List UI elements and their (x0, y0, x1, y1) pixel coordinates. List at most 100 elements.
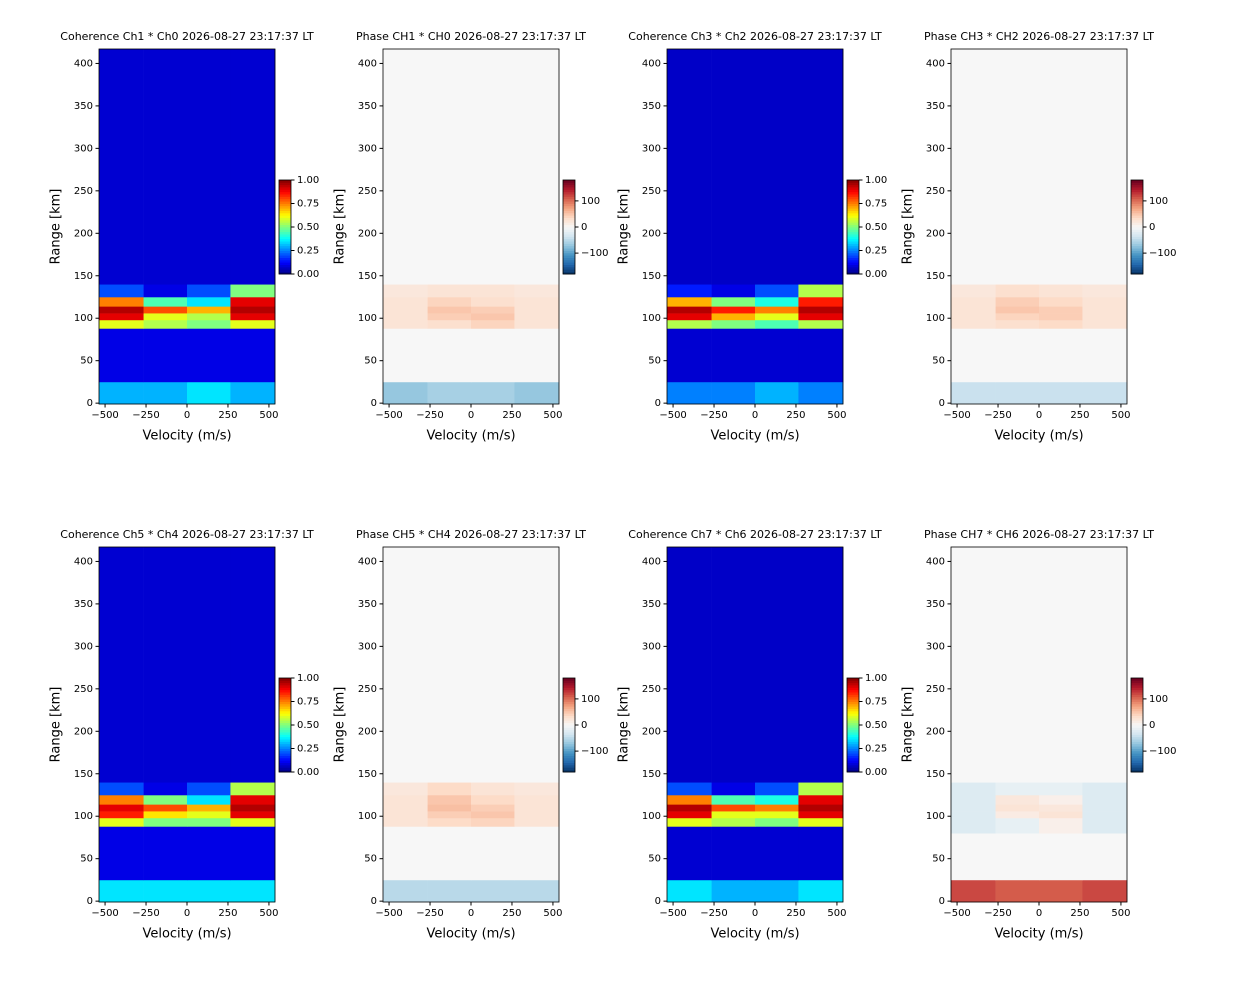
colorbar-swatch (847, 710, 859, 714)
colorbar-swatch (1131, 729, 1143, 733)
colorbar-swatch (847, 241, 859, 244)
colorbar-swatch (563, 757, 575, 761)
y-axis-label: Range [km] (617, 189, 632, 265)
colorbar-swatch (279, 764, 291, 768)
heatmap-cell (798, 794, 844, 805)
colorbar-swatch (563, 708, 575, 712)
y-tick-label: 50 (932, 854, 945, 865)
colorbar-swatch (563, 689, 575, 693)
colorbar-swatch (1131, 189, 1143, 193)
heatmap-cell (230, 811, 276, 819)
heatmap-cell (1039, 794, 1083, 805)
colorbar-swatch (847, 692, 859, 695)
x-axis-label: Velocity (m/s) (142, 927, 231, 942)
heatmap-cell (755, 804, 799, 812)
y-tick-label: 400 (642, 556, 661, 567)
heatmap-cell (230, 381, 276, 405)
colorbar-swatch (847, 748, 859, 752)
heatmap-cell (798, 313, 844, 321)
colorbar-swatch (1131, 720, 1143, 724)
y-tick-label: 300 (642, 641, 661, 652)
heatmap-cell (755, 381, 799, 405)
colorbar-swatch (847, 229, 859, 233)
y-tick-label: 400 (74, 58, 93, 69)
colorbar-swatch (1131, 678, 1143, 681)
heatmap-cell (471, 804, 515, 812)
heatmap-cell (427, 313, 472, 321)
colorbar-swatch (563, 198, 575, 202)
y-tick-label: 100 (642, 811, 661, 822)
colorbar-swatch (563, 729, 575, 733)
colorbar-swatch (279, 750, 291, 754)
colorbar-swatch (1131, 238, 1143, 242)
colorbar-swatch (1131, 257, 1143, 261)
heatmap-cell (951, 313, 996, 321)
x-axis-label: Velocity (m/s) (994, 927, 1083, 942)
colorbar-swatch (1131, 701, 1143, 705)
colorbar-tick-label: 0.25 (297, 744, 319, 755)
heatmap-cell (755, 306, 799, 314)
colorbar-swatch (279, 682, 291, 686)
colorbar-swatch (279, 250, 291, 254)
colorbar-swatch (847, 739, 859, 742)
colorbar-tick-label: 0.25 (297, 246, 319, 257)
heatmap-cell (99, 811, 144, 819)
colorbar-swatch (1131, 696, 1143, 700)
colorbar-swatch (847, 222, 859, 226)
heatmap-cell (187, 296, 231, 307)
heatmap-cell (711, 782, 756, 796)
colorbar-swatch (847, 706, 859, 709)
y-tick-label: 300 (642, 143, 661, 154)
heatmap-cell (1039, 381, 1083, 405)
colorbar-swatch (847, 734, 859, 738)
x-tick-label: 500 (1111, 908, 1130, 919)
heatmap-cell (230, 306, 276, 314)
colorbar-swatch (1131, 184, 1143, 188)
colorbar-swatch (847, 201, 859, 204)
heatmap-cell (230, 879, 276, 903)
colorbar-swatch (279, 243, 291, 247)
heatmap-cell (755, 811, 799, 819)
colorbar-swatch (279, 255, 291, 258)
colorbar-swatch (1131, 219, 1143, 223)
colorbar-swatch (563, 722, 575, 726)
y-axis-label: Range [km] (333, 687, 348, 763)
heatmap-cell (383, 804, 428, 812)
heatmap-cell (99, 804, 144, 812)
y-tick-label: 150 (926, 271, 945, 282)
colorbar-swatch (847, 257, 859, 261)
x-tick-label: 0 (1036, 410, 1042, 421)
heatmap-cell (383, 328, 428, 383)
colorbar-swatch (1131, 699, 1143, 702)
colorbar-swatch (847, 215, 859, 218)
colorbar-swatch (279, 748, 291, 752)
heatmap-cell (514, 313, 560, 321)
heatmap-cell (427, 328, 472, 383)
y-tick-label: 100 (74, 313, 93, 324)
colorbar-tick-label: 0.75 (297, 199, 319, 210)
colorbar-swatch (279, 224, 291, 228)
colorbar-swatch (847, 217, 859, 221)
heatmap-cell (755, 284, 799, 298)
colorbar-swatch (279, 187, 291, 190)
colorbar-swatch (847, 227, 859, 230)
chart-title: Phase CH1 * CH0 2026-08-27 23:17:37 LT (356, 30, 586, 43)
colorbar-swatch (563, 734, 575, 738)
y-tick-label: 0 (87, 398, 93, 409)
heatmap-cell (230, 284, 276, 298)
colorbar-swatch (1131, 224, 1143, 228)
heatmap-cell (427, 319, 472, 329)
colorbar-swatch (847, 708, 859, 712)
heatmap-cell (99, 328, 144, 383)
colorbar-swatch (1131, 694, 1143, 698)
colorbar-swatch (847, 743, 859, 747)
colorbar-swatch (563, 191, 575, 195)
x-tick-label: −500 (375, 410, 402, 421)
colorbar-swatch (847, 729, 859, 733)
colorbar-swatch (279, 722, 291, 726)
colorbar-swatch (1131, 264, 1143, 268)
heatmap-cell (995, 794, 1040, 805)
colorbar-swatch (1131, 710, 1143, 714)
colorbar-swatch (563, 262, 575, 265)
y-tick-label: 250 (358, 186, 377, 197)
